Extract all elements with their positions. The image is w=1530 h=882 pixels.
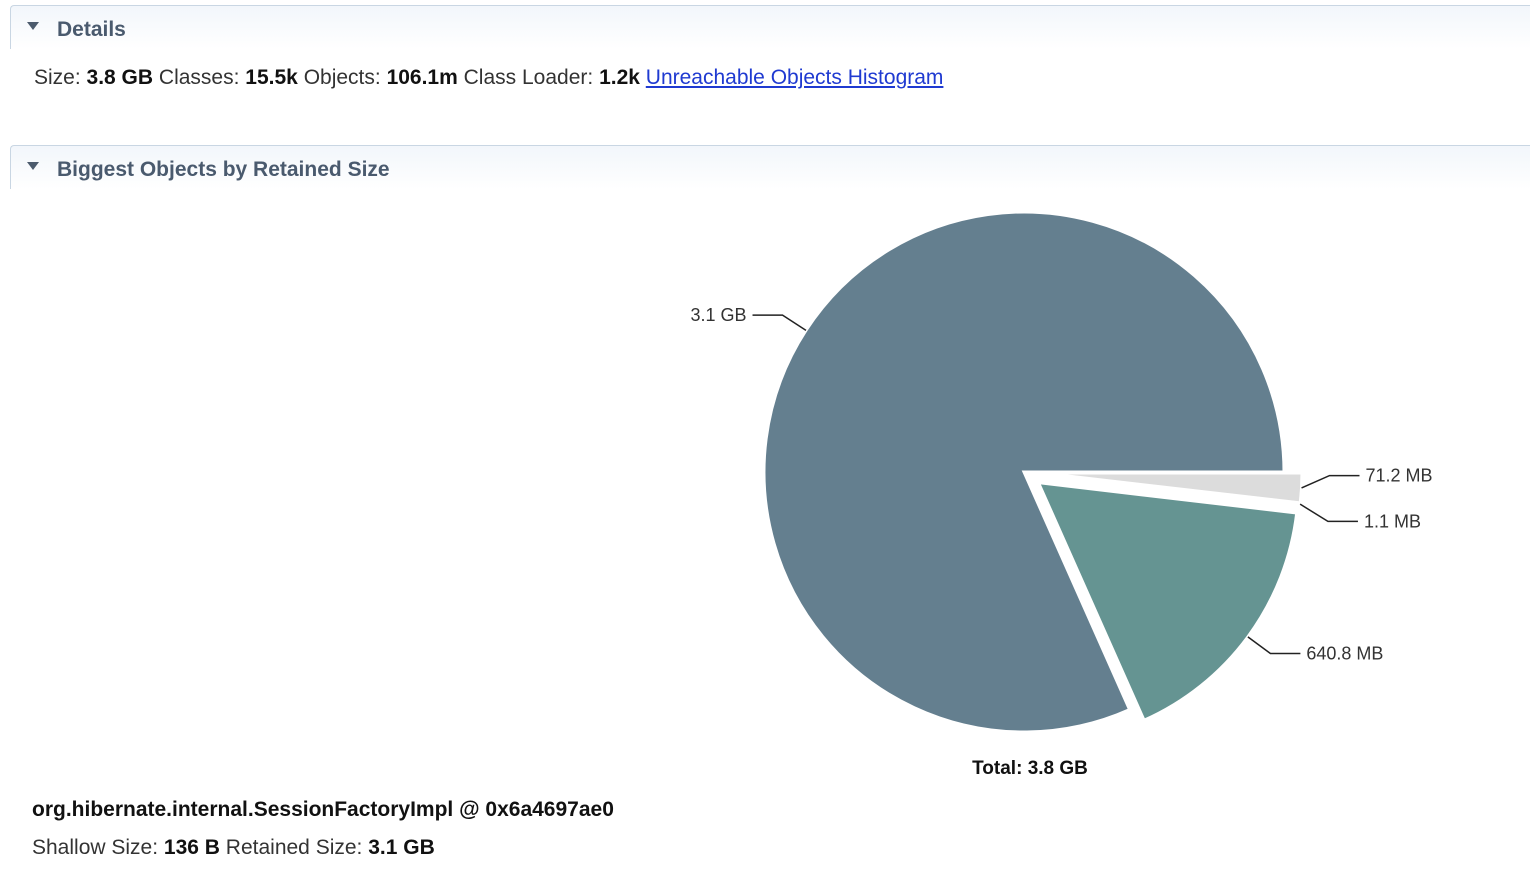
class-loader-value: 1.2k — [599, 66, 640, 89]
retained-size-value: 3.1 GB — [368, 836, 435, 859]
pie-leader-line — [1301, 474, 1360, 489]
pie-slice[interactable] — [1041, 471, 1304, 505]
retained-size-label: Retained Size: — [225, 836, 363, 859]
pie-slice-label: 71.2 MB — [1365, 466, 1432, 486]
pie-slice-label: 1.1 MB — [1364, 511, 1421, 531]
pie-slice-label: 3.1 GB — [690, 305, 746, 325]
collapse-triangle-icon[interactable] — [27, 162, 39, 170]
size-label: Size: — [34, 66, 81, 89]
details-section-header[interactable]: Details — [10, 5, 1530, 49]
objects-label: Objects: — [303, 66, 381, 89]
unreachable-histogram-link[interactable]: Unreachable Objects Histogram — [645, 66, 944, 89]
size-value: 3.8 GB — [86, 66, 154, 89]
selected-object-sizes: Shallow Size: 136 B Retained Size: 3.1 G… — [32, 836, 435, 860]
chart-total-label: Total: 3.8 GB — [972, 758, 1088, 779]
biggest-objects-title: Biggest Objects by Retained Size — [57, 158, 390, 181]
class-loader-label: Class Loader: — [463, 66, 594, 89]
shallow-size-value: 136 B — [163, 836, 220, 859]
objects-value: 106.1m — [386, 66, 458, 89]
classes-value: 15.5k — [245, 66, 298, 89]
classes-label: Classes: — [158, 66, 240, 89]
details-title: Details — [57, 18, 126, 41]
biggest-objects-section-header[interactable]: Biggest Objects by Retained Size — [10, 145, 1530, 189]
collapse-triangle-icon[interactable] — [27, 22, 39, 30]
pie-leader-line — [1247, 636, 1301, 655]
pie-leader-line — [1299, 503, 1358, 523]
selected-object-name: org.hibernate.internal.SessionFactoryImp… — [32, 798, 614, 821]
shallow-size-label: Shallow Size: — [32, 836, 159, 859]
pie-slice-label: 640.8 MB — [1306, 643, 1383, 663]
pie-leader-line — [752, 314, 807, 331]
retained-size-pie-chart: 3.1 GB 640.8 MB 1.1 MB 71.2 MB Total: 3.8 GB — [690, 210, 1433, 779]
pie-slice[interactable] — [1036, 480, 1299, 723]
details-summary: Size: 3.8 GB Classes: 15.5k Objects: 106… — [34, 66, 943, 90]
